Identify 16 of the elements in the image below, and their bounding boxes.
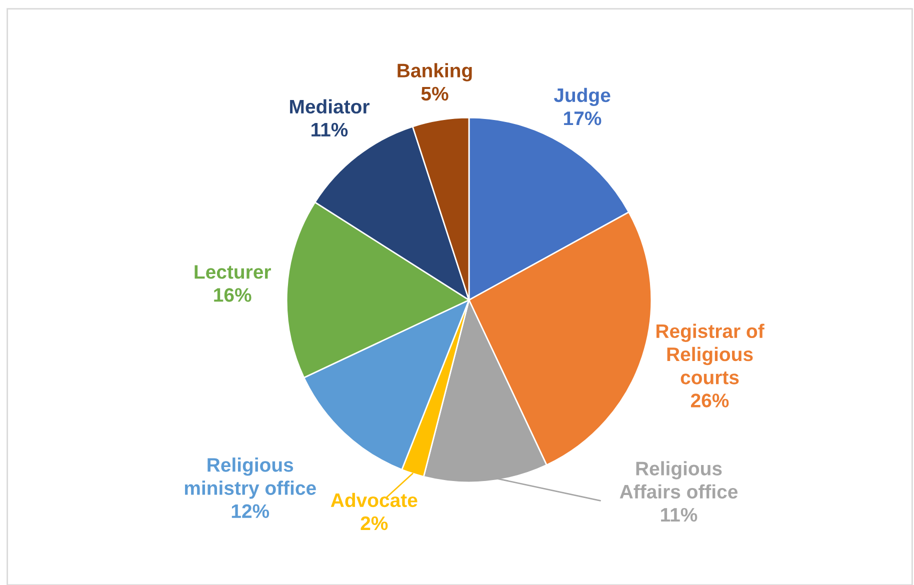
data-label: 12%	[232, 504, 270, 518]
slice-label: Mediator	[290, 99, 370, 114]
data-label: 11%	[661, 508, 698, 522]
slice-label: Advocate	[330, 492, 418, 508]
data-label: 16%	[214, 288, 252, 302]
slice-label: Lecturer	[194, 265, 271, 279]
slice-label: Judge	[554, 88, 610, 106]
data-label: 17%	[564, 112, 602, 126]
data-label: 11%	[312, 122, 348, 137]
slice-label: Religious ministry office	[184, 458, 316, 499]
slice-label: Banking	[398, 63, 472, 82]
data-label: 5%	[421, 86, 448, 101]
slice-label: Religious Affairs office	[620, 461, 738, 499]
slice-label: Registrar of Religious courts	[656, 324, 764, 384]
data-label: 26%	[690, 394, 729, 408]
data-label: 2%	[360, 516, 388, 530]
